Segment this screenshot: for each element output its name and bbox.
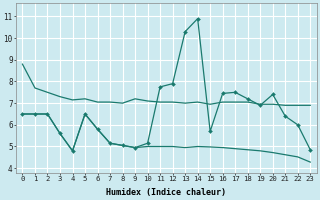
X-axis label: Humidex (Indice chaleur): Humidex (Indice chaleur) bbox=[106, 188, 226, 197]
